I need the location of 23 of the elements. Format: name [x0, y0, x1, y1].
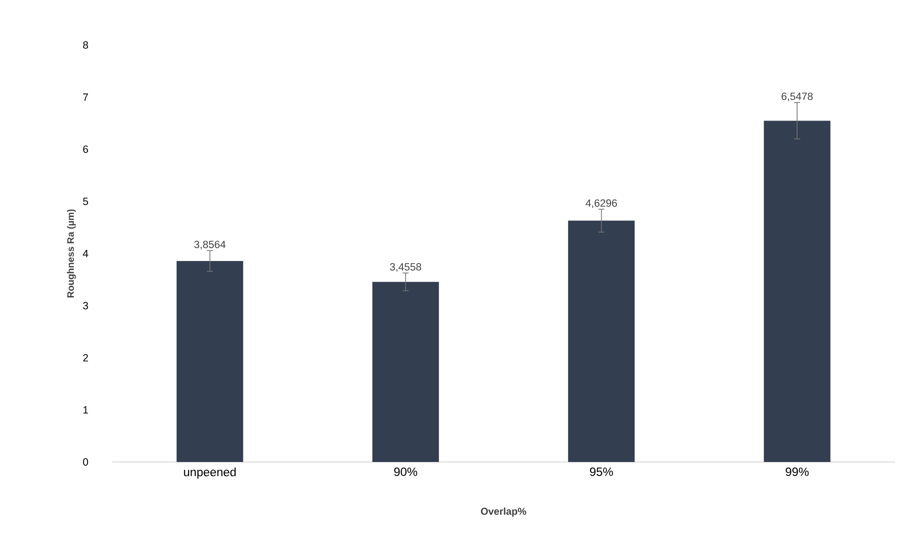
x-tick-label: 90% [394, 468, 418, 476]
bar [176, 260, 244, 462]
y-tick-label: 7 [83, 94, 88, 101]
x-axis-title: Overlap% [480, 508, 526, 517]
y-tick-label: 6 [83, 146, 88, 153]
x-tick-label: 99% [786, 468, 809, 476]
bar [568, 220, 635, 462]
x-tick-label: 95% [590, 468, 613, 476]
y-axis-title: Roughness Ra (µm) [66, 209, 76, 298]
y-tick-label: 8 [83, 41, 88, 49]
y-tick-label: 3 [83, 302, 88, 310]
bar [764, 120, 830, 462]
y-tick-label: 1 [83, 406, 88, 414]
x-tick-label: unpeened [184, 468, 236, 479]
data-label: 4,6296 [586, 199, 617, 208]
y-tick-label: 5 [83, 198, 88, 206]
y-tick-label: 4 [82, 250, 88, 258]
data-label: 6,5478 [782, 92, 813, 102]
y-tick-label: 0 [83, 458, 88, 466]
y-tick-label: 2 [83, 354, 88, 362]
data-label: 3,8564 [194, 240, 226, 250]
data-label: 3,4558 [390, 263, 422, 272]
bar [372, 282, 439, 462]
